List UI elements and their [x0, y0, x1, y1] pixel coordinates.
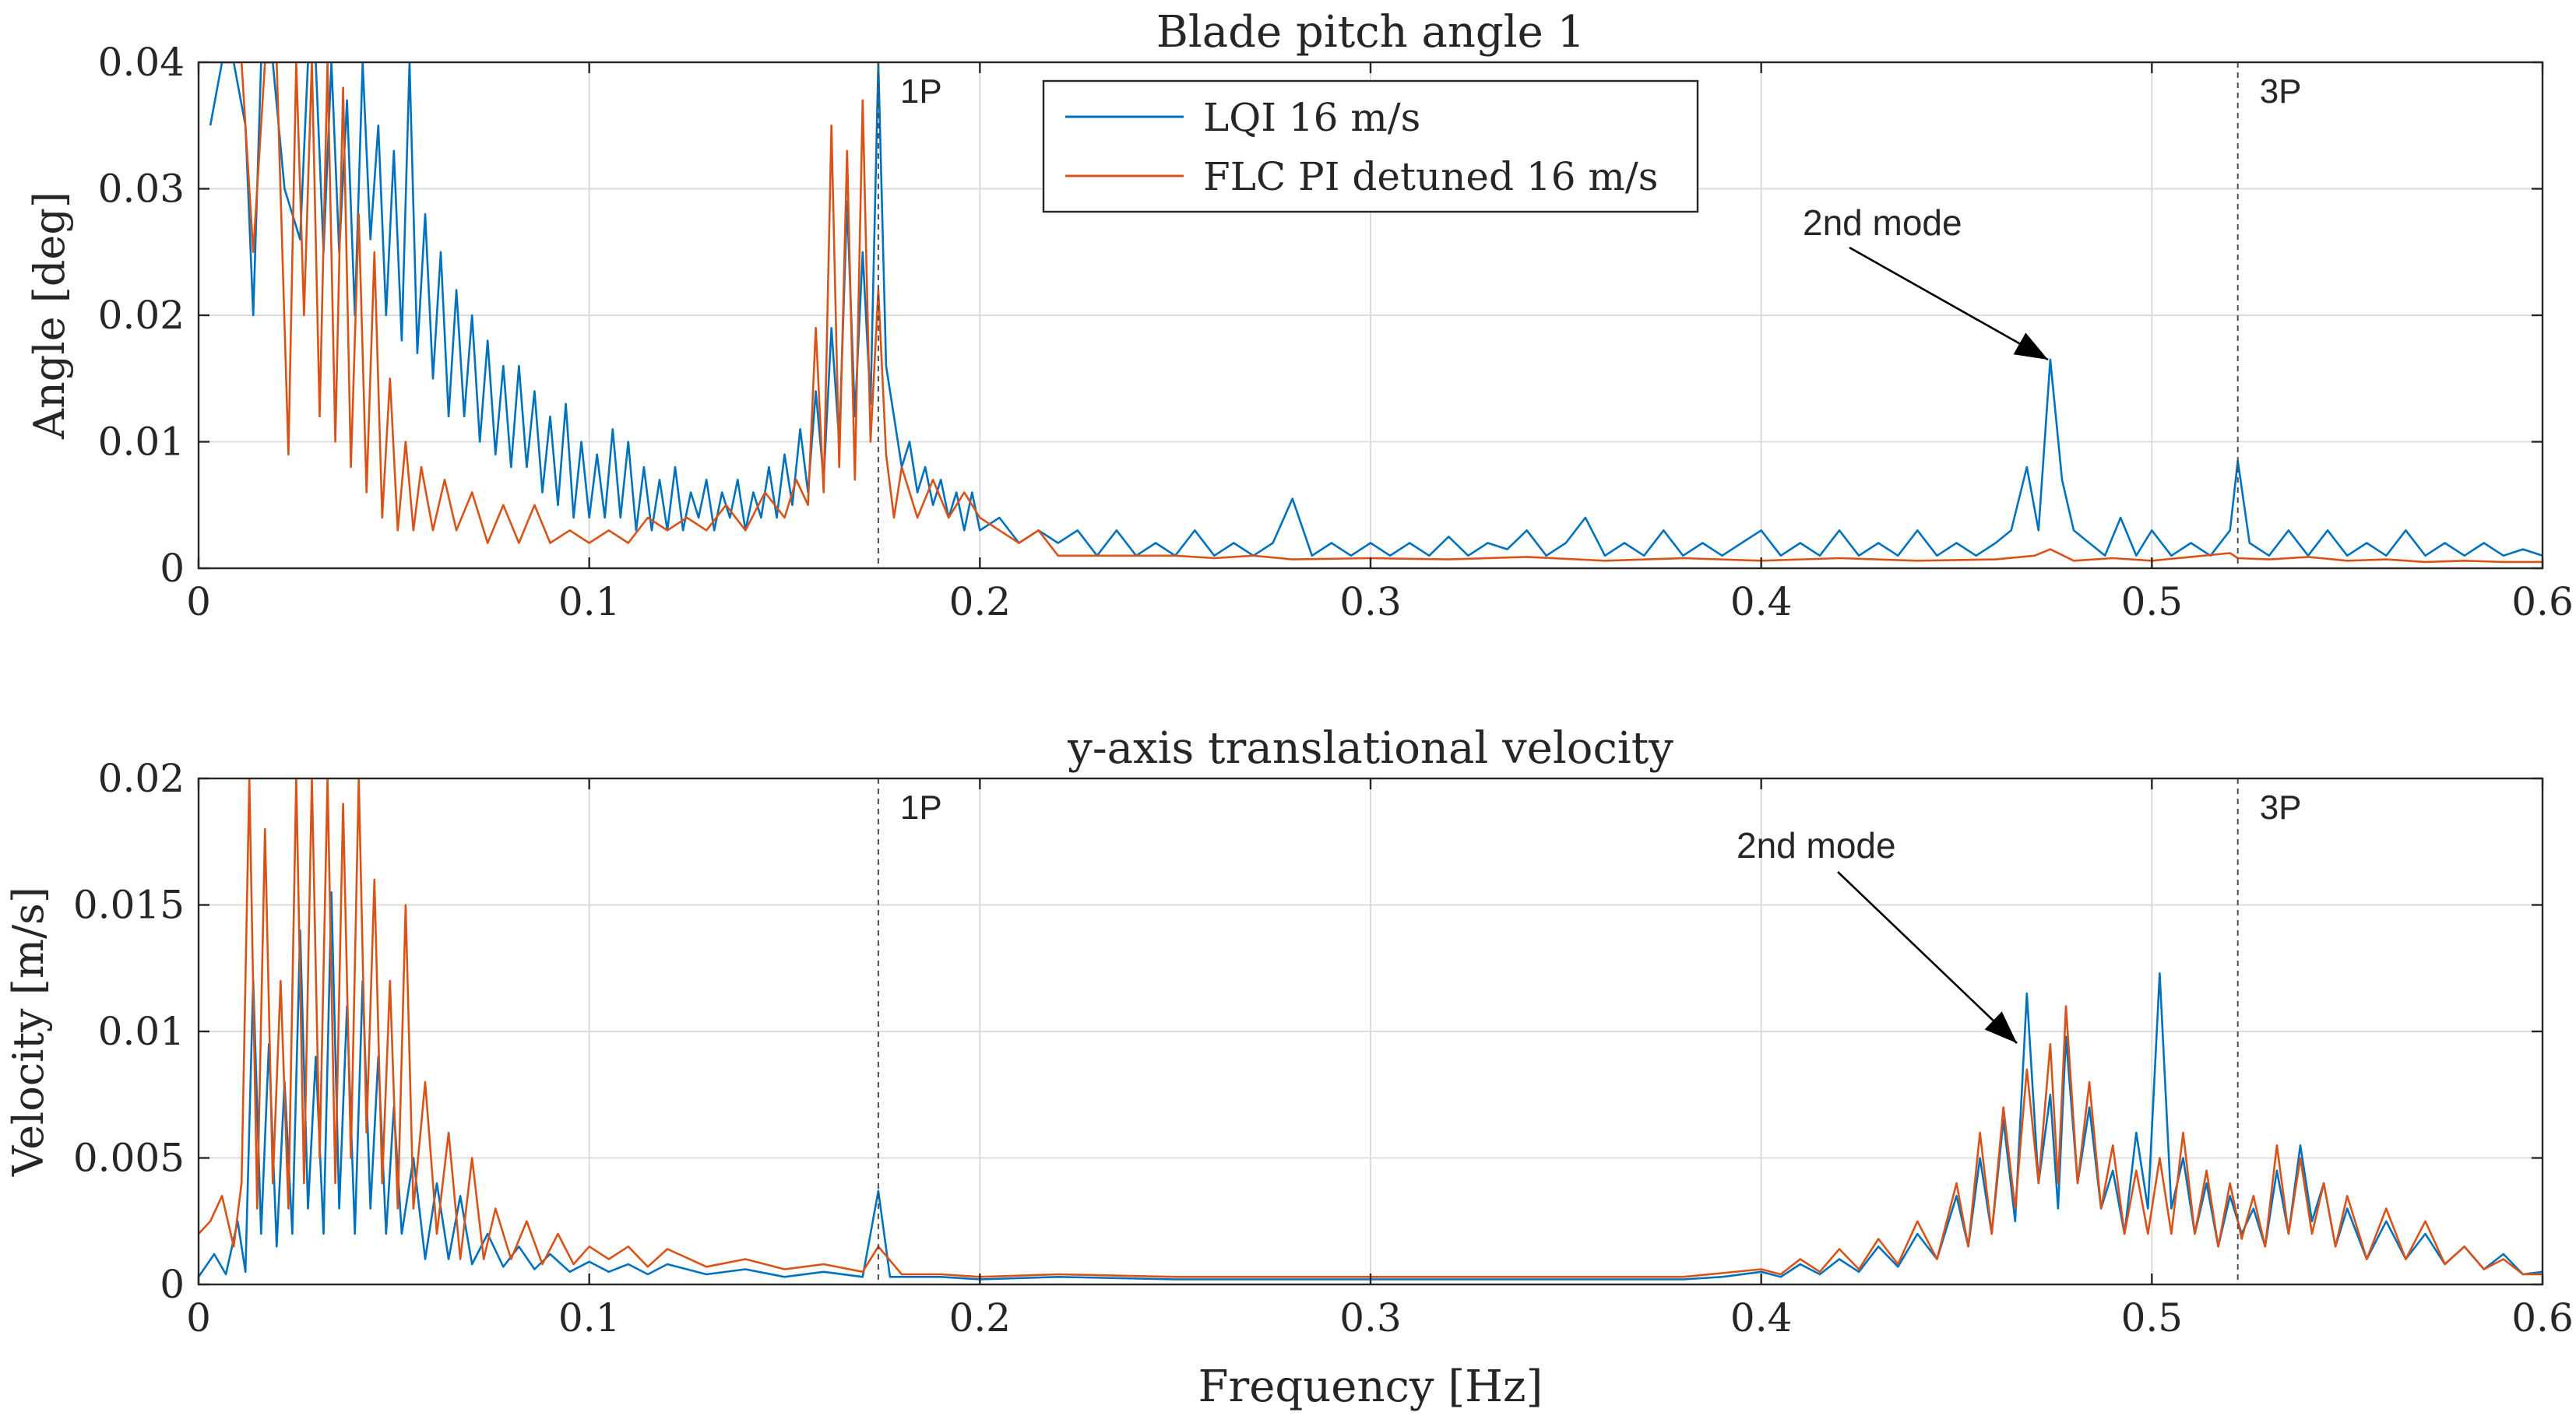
x-tick-label: 0.2	[949, 1295, 1012, 1340]
y-tick-label: 0	[160, 1262, 185, 1307]
y-axis-label: Angle [deg]	[25, 191, 74, 440]
chart-panel-y-velocity: 1P 3P 0 0.1 0.2 0.3 0.4 0.5 0.6 0 0.005 0.01 0.015 0.…	[4, 723, 2574, 1412]
y-axis-label: Velocity [m/s]	[4, 887, 53, 1177]
x-tick-label: 0.3	[1339, 1295, 1402, 1340]
legend-label-lqi: LQI 16 m/s	[1203, 95, 1420, 140]
y-tick-label: 0.015	[73, 883, 185, 928]
y-tick-label: 0	[160, 546, 185, 591]
y-tick-label: 0.02	[98, 756, 185, 801]
y-tick-label: 0.01	[98, 420, 185, 465]
y-tick-label: 0.005	[73, 1136, 185, 1181]
x-axis-label: Frequency [Hz]	[1198, 1362, 1543, 1412]
x-tick-label: 0.1	[558, 579, 621, 624]
annotation-arrow-head	[2013, 332, 2048, 360]
chart-title: y-axis translational velocity	[1067, 723, 1673, 774]
x-tick-label: 0.4	[1730, 1295, 1793, 1340]
x-tick-label: 0.6	[2511, 579, 2574, 624]
x-tick-label: 0.5	[2121, 579, 2184, 624]
series-line-flc-pi	[199, 778, 2543, 1278]
y-tick-label: 0.03	[98, 167, 185, 212]
legend-box	[1042, 79, 1699, 213]
x-tick-label: 0.1	[558, 1295, 621, 1340]
annotation-2nd-mode: 2nd mode	[1803, 202, 1962, 243]
y-tick-label: 0.02	[98, 293, 185, 338]
vline-label-1p: 1P	[900, 72, 942, 111]
x-tick-label: 0.6	[2511, 1295, 2574, 1340]
x-tick-label: 0.4	[1730, 579, 1793, 624]
chart-title: Blade pitch angle 1	[1156, 7, 1585, 58]
annotation-arrow-shaft	[1837, 871, 2018, 1044]
annotation-arrow-shaft	[1849, 246, 2049, 361]
vline-label-3p: 3P	[2260, 789, 2302, 827]
series-line-flc-pi	[210, 62, 2543, 564]
annotation-arrow-head	[1984, 1011, 2017, 1043]
y-tick-label: 0.04	[98, 40, 185, 85]
x-tick-label: 0.3	[1339, 579, 1402, 624]
annotation-2nd-mode: 2nd mode	[1737, 825, 1896, 866]
vline-label-3p: 3P	[2260, 72, 2302, 111]
vline-label-1p: 1P	[900, 789, 942, 827]
series-group	[199, 778, 2543, 1281]
y-tick-label: 0.01	[98, 1009, 185, 1054]
series-line-lqi	[209, 62, 2543, 557]
x-tick-label: 0.2	[949, 579, 1012, 624]
x-tick-label: 0	[186, 579, 211, 624]
x-tick-label: 0.5	[2121, 1295, 2184, 1340]
x-tick-label: 0	[186, 1295, 211, 1340]
chart-panel-blade-pitch: 1P 3P 0 0.1 0.2 0.3 0.4 0.5 0.6 0 0.01 0.02 0.03 0.04…	[25, 7, 2574, 624]
legend-label-flc-pi: FLC PI detuned 16 m/s	[1203, 154, 1658, 199]
legend: LQI 16 m/s FLC PI detuned 16 m/s	[1042, 79, 1699, 213]
series-group	[209, 62, 2543, 564]
